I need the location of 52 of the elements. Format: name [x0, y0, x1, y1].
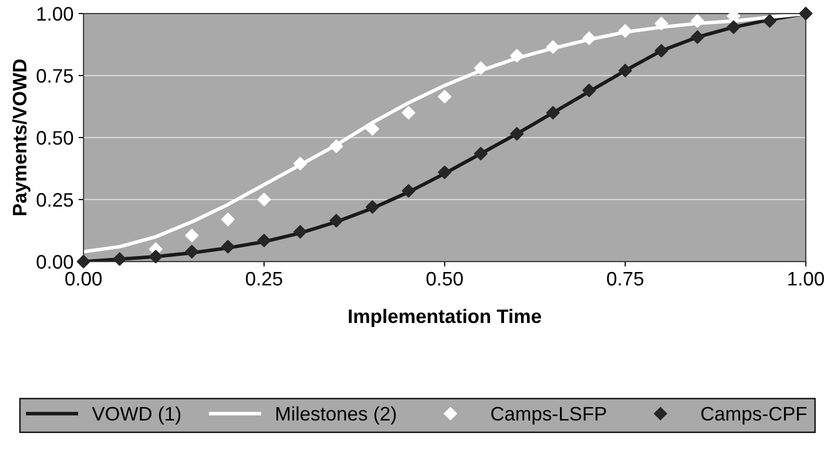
- y-tick-label: 0.75: [36, 69, 73, 83]
- point: [546, 40, 560, 54]
- point: [185, 244, 199, 258]
- point: [618, 24, 632, 38]
- point: [726, 20, 740, 34]
- point: [330, 214, 344, 228]
- y-tick-label: 0.50: [36, 131, 74, 145]
- point: [330, 139, 344, 153]
- legend-label: VOWD (1): [92, 406, 180, 424]
- point: [366, 200, 380, 214]
- y-tick-label: 1.00: [37, 7, 74, 21]
- point: [402, 184, 416, 198]
- point: [618, 64, 632, 78]
- legend-label: Camps-CPF: [701, 406, 807, 424]
- point: [582, 32, 596, 46]
- point: [366, 122, 380, 136]
- point: [257, 234, 271, 248]
- point: [438, 90, 452, 104]
- x-tick-label: 0.75: [607, 272, 644, 286]
- point: [474, 146, 488, 160]
- point: [510, 48, 524, 62]
- point: [438, 166, 452, 180]
- x-tick-label: 0.50: [426, 272, 463, 286]
- y-axis-title: Payments/VOWD: [12, 59, 30, 216]
- point: [654, 44, 668, 58]
- x-tick-label: 1.00: [788, 272, 824, 286]
- point: [799, 6, 813, 20]
- y-tick-label: 0.00: [36, 255, 74, 269]
- point: [690, 14, 704, 28]
- point: [185, 228, 199, 242]
- point: [257, 192, 271, 206]
- point: [546, 106, 560, 120]
- point: [582, 84, 596, 98]
- x-tick-label: 0.00: [65, 272, 102, 286]
- point: [221, 240, 235, 254]
- y-tick-label: 0.25: [36, 193, 73, 207]
- point: [112, 252, 126, 266]
- point: [690, 30, 704, 44]
- point: [293, 225, 307, 239]
- legend-label: Milestones (2): [276, 406, 396, 424]
- x-tick-label: 0.25: [246, 272, 282, 286]
- legend-label: Camps-LSFP: [491, 406, 606, 424]
- point: [654, 16, 668, 30]
- x-axis-title: Implementation Time: [348, 308, 542, 327]
- point: [402, 106, 416, 120]
- point: [148, 250, 162, 264]
- point: [474, 61, 488, 75]
- point: [762, 14, 776, 28]
- point: [510, 127, 524, 141]
- point: [221, 212, 235, 226]
- point: [293, 156, 307, 170]
- point: [76, 254, 90, 268]
